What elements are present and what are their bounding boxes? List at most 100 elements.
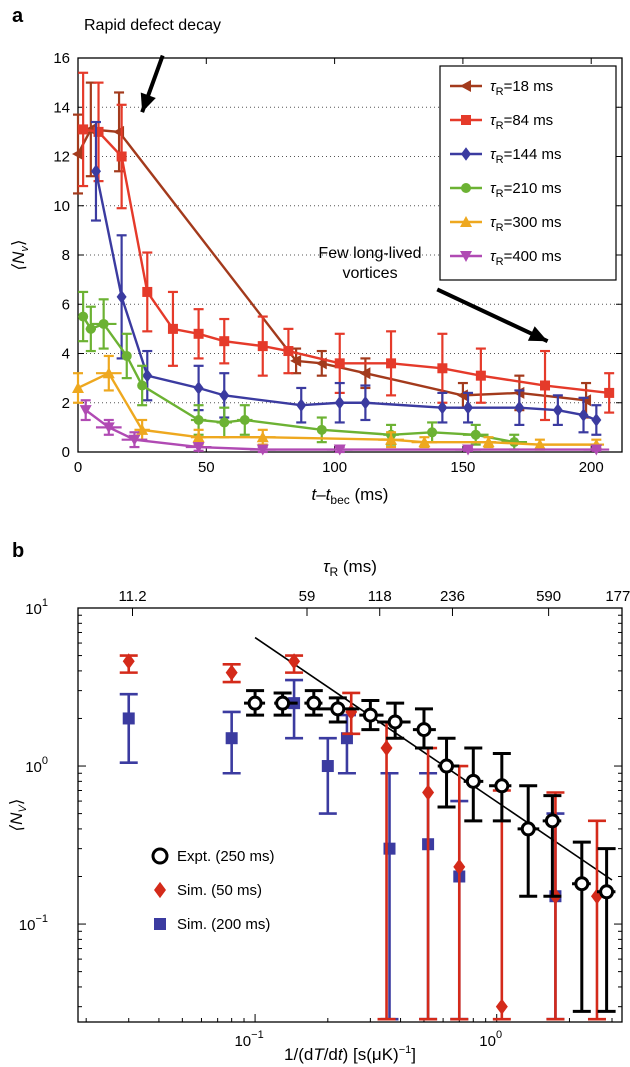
top-tick-label: 11.2 (118, 588, 146, 605)
data-area (120, 638, 616, 1020)
legend: Expt. (250 ms) Sim. (50 ms) Sim. (200 ms) (153, 848, 275, 933)
data-point (437, 363, 447, 373)
top-tick-label: 118 (368, 588, 392, 605)
legend-label: Sim. (200 ms) (177, 916, 270, 933)
data-point (72, 382, 84, 393)
panel-b-label: b (12, 540, 24, 562)
data-point (296, 398, 306, 412)
y-tick-label: 2 (62, 395, 70, 412)
panel-a-label: a (12, 5, 24, 27)
panel-a: a 0 50 100 150 200 0 2 4 6 8 10 12 14 16 t–tbec (ms) ⟨Nv… (9, 5, 622, 507)
data-point (386, 358, 396, 368)
data-point (258, 341, 268, 351)
data-point (308, 697, 320, 709)
top-tick-label: 590 (536, 588, 561, 605)
y-tick-label: 4 (62, 346, 70, 363)
data-point (467, 775, 479, 787)
data-point (601, 886, 613, 898)
data-point (476, 371, 486, 381)
data-point (381, 740, 393, 756)
data-point (317, 425, 327, 435)
y-tick-label: 12 (53, 149, 70, 166)
x-tick-label: 10−1 (234, 1029, 263, 1050)
data-point (194, 381, 204, 395)
x-axis-label: 1/(dT/dt) [s(μK)−1] (284, 1044, 416, 1064)
data-point (249, 697, 261, 709)
data-point (604, 388, 614, 398)
top-tick-label: 1770 (605, 588, 630, 605)
legend-label: Sim. (50 ms) (177, 882, 262, 899)
data-point (226, 732, 238, 744)
y-tick-label: 10 (53, 198, 70, 215)
x-tick-label: 50 (198, 459, 215, 476)
data-point (591, 413, 601, 427)
data-point (496, 780, 508, 792)
data-point (240, 415, 250, 425)
y-tick-label: 0 (62, 444, 70, 461)
data-point (219, 336, 229, 346)
data-point (194, 329, 204, 339)
y-tick-label: 14 (53, 99, 70, 116)
y-axis-label: ⟨Nv⟩ (9, 239, 31, 270)
arrow-line (437, 289, 547, 341)
panel-b: b 10−1 100 10−1 100 101 11.2 59 118 236 590 1770 τR … (7, 540, 630, 1064)
data-point (194, 415, 204, 425)
data-point (277, 697, 289, 709)
data-point (335, 396, 345, 410)
y-axis-label: ⟨NV⟩ (7, 799, 29, 832)
annotation-long-lived-2: vortices (342, 265, 397, 282)
data-point (522, 823, 534, 835)
data-point (389, 716, 401, 728)
data-point (576, 878, 588, 890)
x-tick-label: 0 (74, 459, 82, 476)
legend-swatch-marker (154, 882, 166, 898)
x-axis-label: t–tbec (ms) (312, 485, 389, 507)
top-tick-label: 236 (440, 588, 465, 605)
data-point (360, 396, 370, 410)
legend-swatch-marker (153, 849, 167, 863)
data-point (168, 324, 178, 334)
y-tick-label: 8 (62, 247, 70, 264)
annotation-long-lived: Few long-lived (318, 245, 421, 262)
data-point (441, 760, 453, 772)
series-2 (120, 653, 606, 1019)
data-point (142, 369, 152, 383)
data-point (463, 401, 473, 415)
data-point (546, 815, 558, 827)
data-point (540, 381, 550, 391)
data-point (471, 430, 481, 440)
x-tick-label: 150 (450, 459, 475, 476)
x-tick-label: 100 (479, 1029, 502, 1050)
plot-frame (78, 608, 622, 1022)
arrow-head (141, 93, 156, 113)
y-tick-label: 16 (53, 50, 70, 67)
data-point (137, 381, 147, 391)
legend: τR=18 ms τR=84 ms τR=144 ms τR=210 ms τR=300… (440, 66, 616, 280)
legend-swatch-marker (154, 918, 166, 930)
data-point (422, 784, 434, 800)
data-point (78, 312, 88, 322)
data-point (86, 324, 96, 334)
data-point (496, 999, 508, 1015)
y-tick-label: 6 (62, 296, 70, 313)
data-point (427, 427, 437, 437)
data-point (364, 709, 376, 721)
top-axis-label: τR (ms) (323, 557, 377, 579)
data-point (418, 724, 430, 736)
legend-swatch-marker (461, 115, 471, 125)
top-tick-label: 59 (299, 588, 316, 605)
data-point (322, 760, 334, 772)
x-tick-label: 200 (579, 459, 604, 476)
data-point (99, 319, 109, 329)
annotation-rapid-decay: Rapid defect decay (84, 17, 221, 34)
data-point (219, 389, 229, 403)
data-point (553, 403, 563, 417)
y-tick-label: 101 (25, 597, 48, 618)
data-point (122, 351, 132, 361)
data-point (283, 346, 293, 356)
data-point (335, 358, 345, 368)
data-point (117, 152, 127, 162)
data-point (219, 417, 229, 427)
data-point (123, 712, 135, 724)
